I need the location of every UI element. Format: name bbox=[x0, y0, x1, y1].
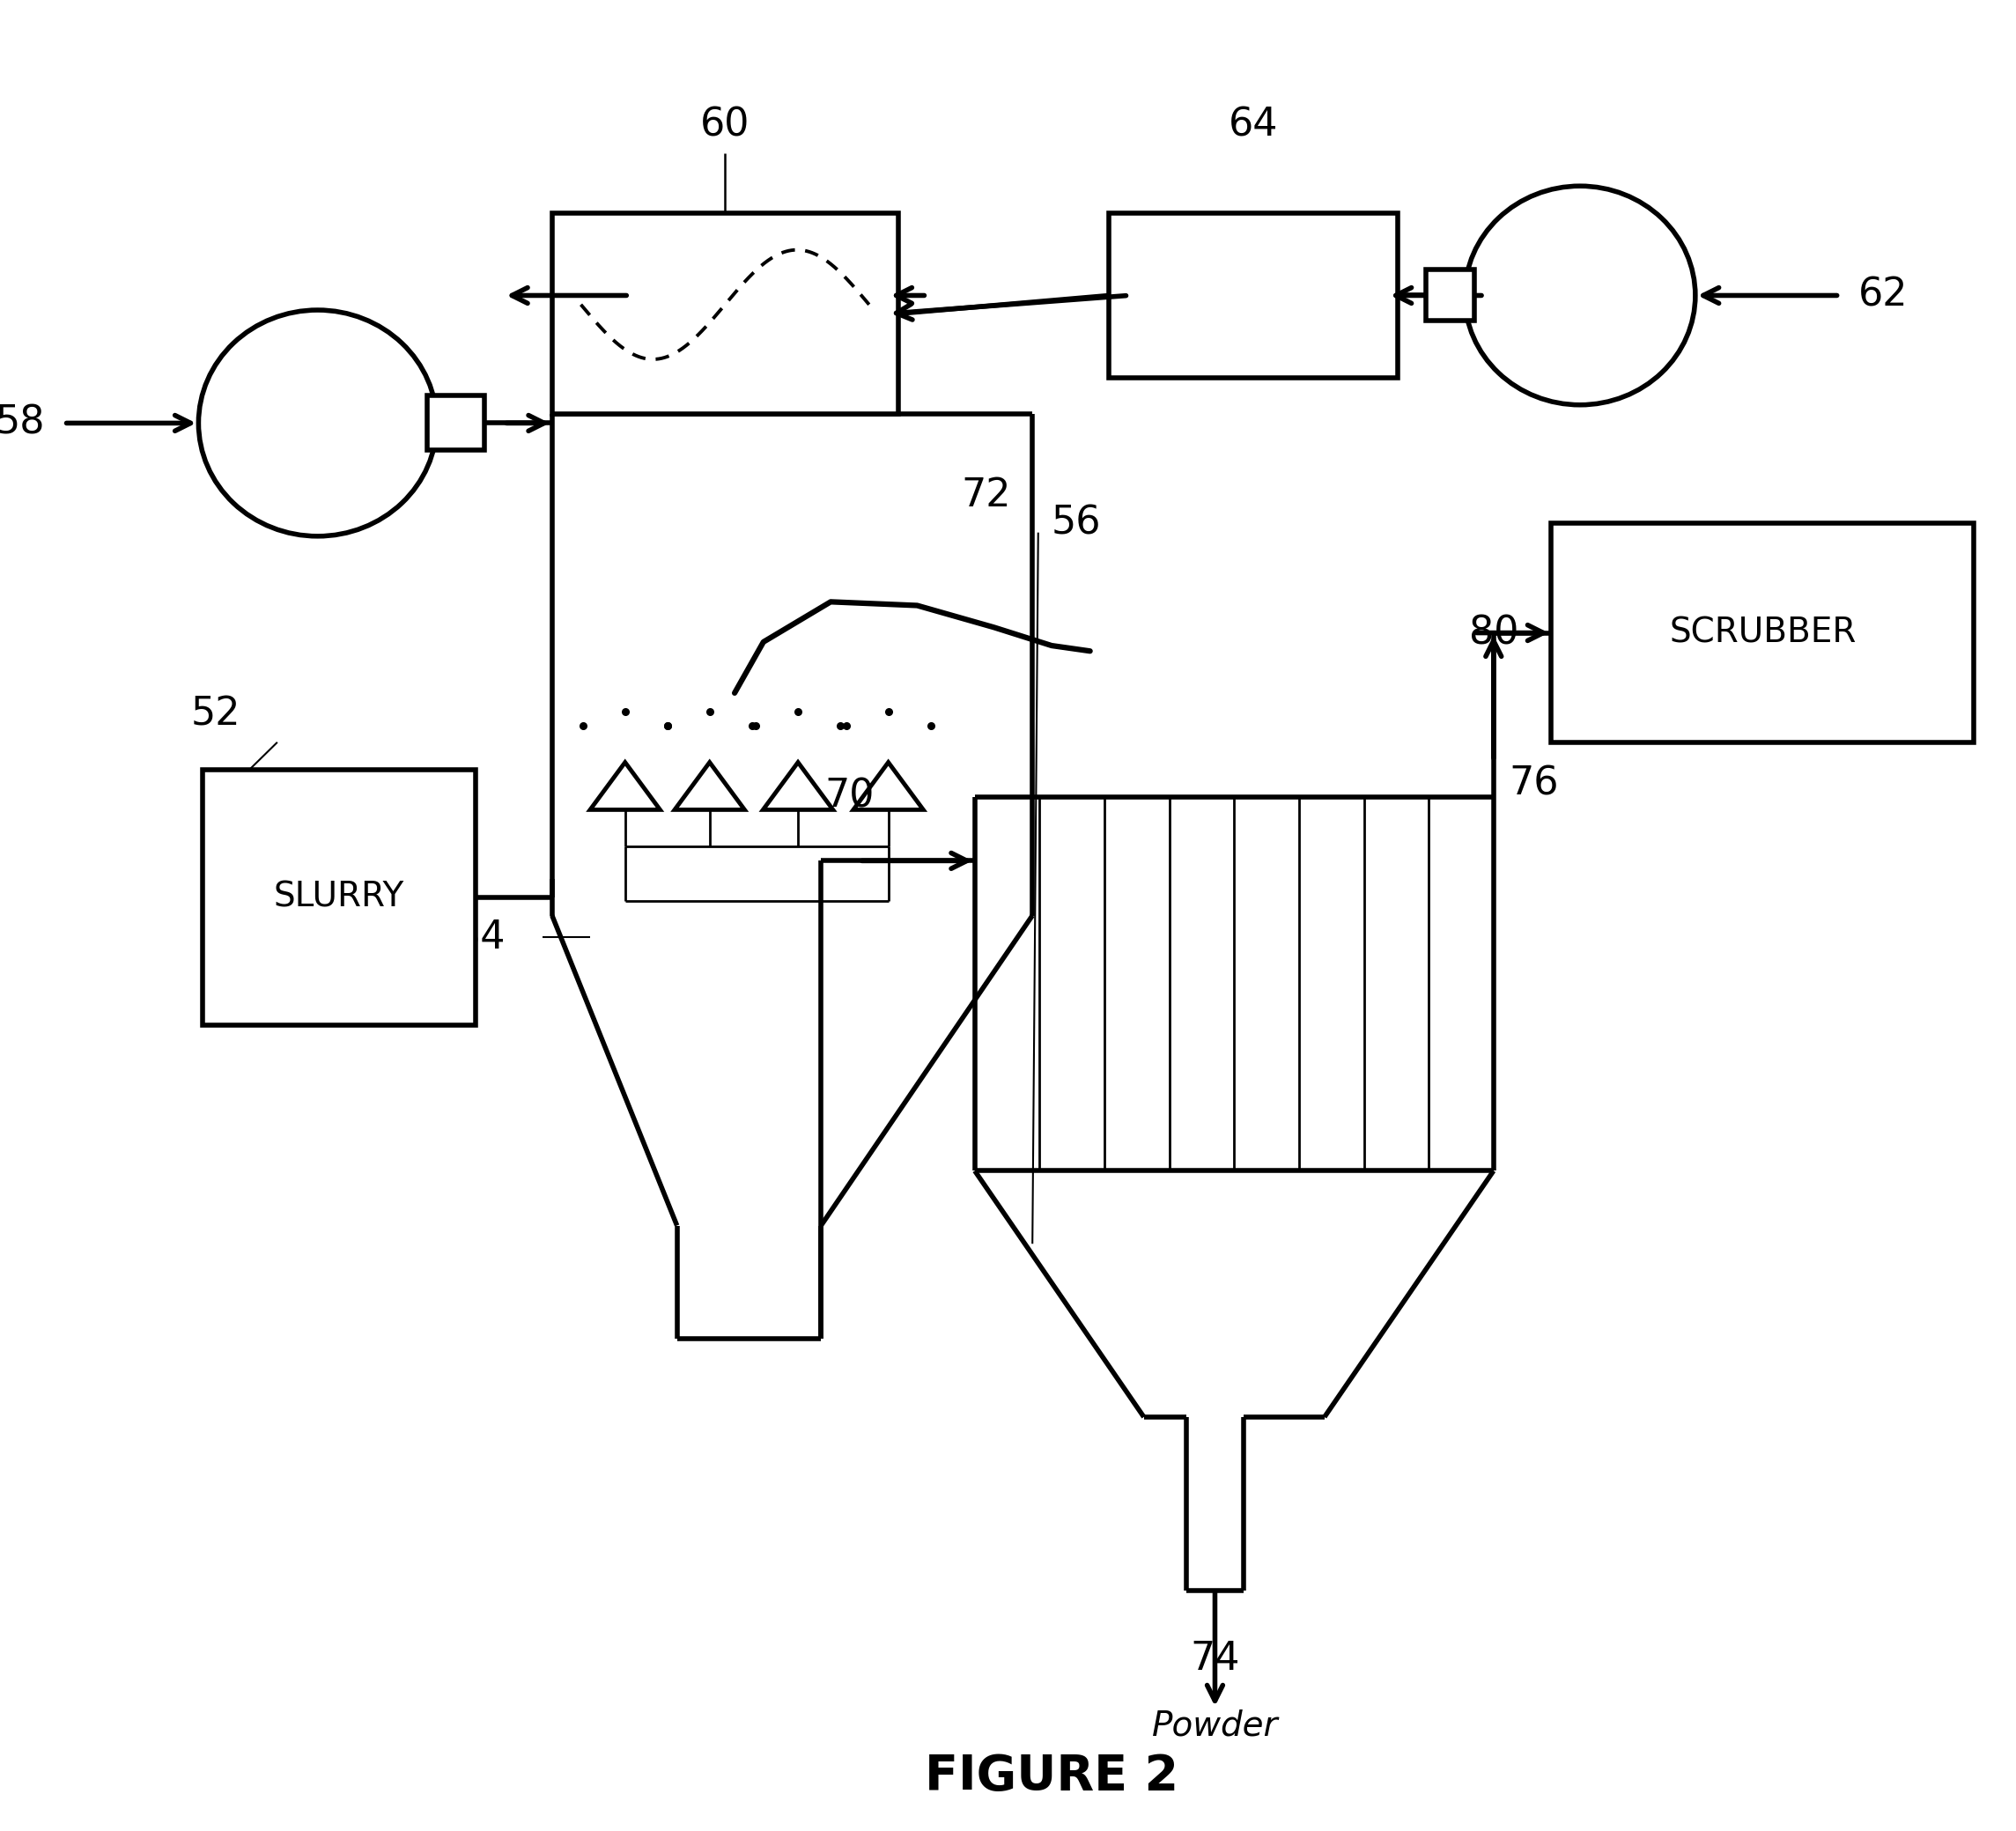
Text: 76: 76 bbox=[1508, 765, 1558, 804]
Text: SCRUBBER: SCRUBBER bbox=[1669, 615, 1857, 650]
Text: 64: 64 bbox=[1228, 106, 1278, 145]
Text: 60: 60 bbox=[700, 106, 750, 145]
Text: 56: 56 bbox=[1052, 504, 1101, 542]
Text: 52: 52 bbox=[192, 696, 240, 732]
Bar bbox=[1425, 269, 1474, 320]
Text: 80: 80 bbox=[1470, 613, 1518, 652]
Text: 54: 54 bbox=[456, 919, 506, 956]
Bar bbox=[1550, 524, 1974, 742]
Bar bbox=[552, 214, 897, 414]
Text: 74: 74 bbox=[1189, 1639, 1240, 1677]
Bar bbox=[1109, 214, 1397, 377]
Bar bbox=[202, 769, 476, 1025]
Text: 72: 72 bbox=[962, 476, 1012, 515]
Text: SLURRY: SLURRY bbox=[274, 881, 403, 914]
Text: 58: 58 bbox=[0, 405, 44, 441]
Text: 70: 70 bbox=[825, 778, 875, 815]
Text: 62: 62 bbox=[1859, 276, 1909, 315]
Bar bbox=[427, 395, 484, 450]
Text: FIGURE 2: FIGURE 2 bbox=[925, 1752, 1179, 1800]
Text: Powder: Powder bbox=[1151, 1708, 1278, 1743]
